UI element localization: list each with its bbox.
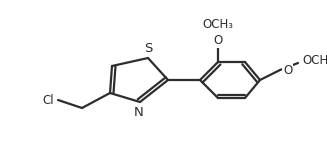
Text: N: N <box>134 106 144 119</box>
Text: Cl: Cl <box>43 93 54 107</box>
Text: S: S <box>144 42 152 55</box>
Text: O: O <box>214 34 223 47</box>
Text: O: O <box>283 63 292 77</box>
Text: OCH₃: OCH₃ <box>202 18 233 31</box>
Text: OCH₃: OCH₃ <box>302 53 327 67</box>
